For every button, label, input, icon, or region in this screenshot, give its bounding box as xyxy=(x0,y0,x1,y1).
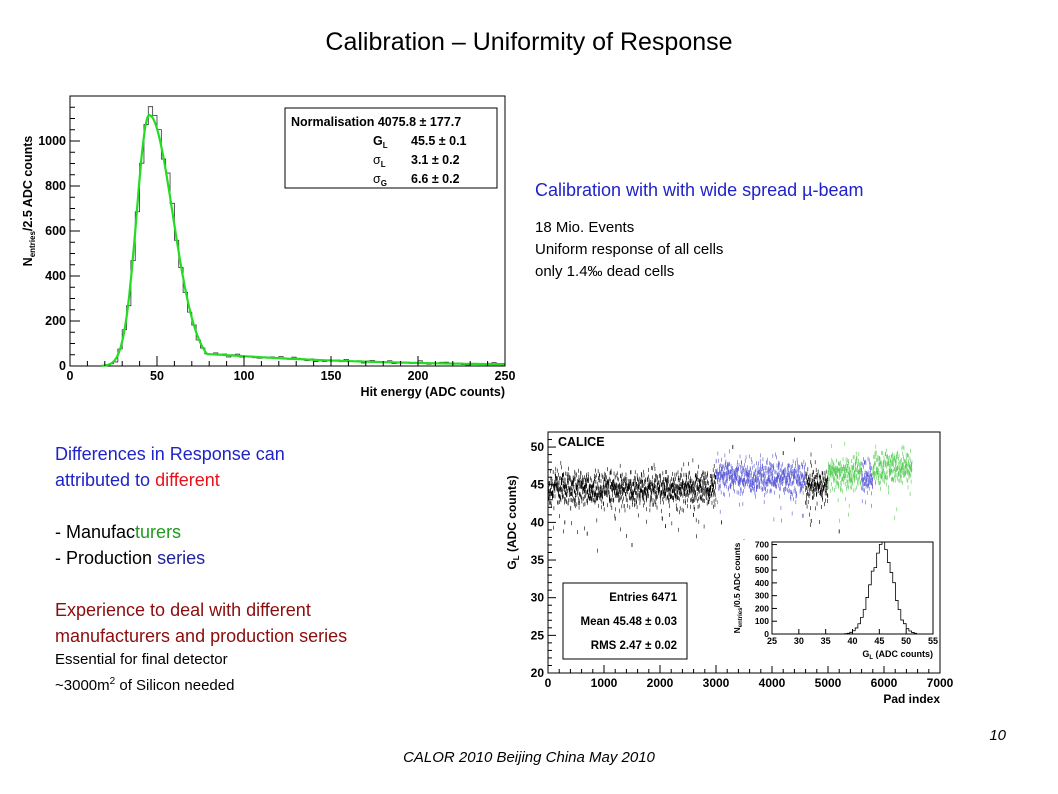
x-axis-label: Pad index xyxy=(883,692,940,706)
stats-value: 6.6 ± 0.2 xyxy=(411,172,460,186)
stats-value: 3.1 ± 0.2 xyxy=(411,153,460,167)
inset-y-tick-label: 700 xyxy=(755,540,769,550)
inset-x-tick-label: 45 xyxy=(874,636,884,646)
experience-line-1: Experience to deal with different xyxy=(55,600,311,620)
stats-row: Entries 6471 xyxy=(609,592,677,604)
inset-y-label: Nentries/0.5 ADC counts xyxy=(732,542,744,633)
inset-frame xyxy=(771,541,934,635)
y-tick-label: 800 xyxy=(45,179,66,193)
x-tick-label: 250 xyxy=(495,369,515,383)
page-number: 10 xyxy=(989,727,1006,744)
x-tick-label: 150 xyxy=(321,369,342,383)
y-axis-label: GL (ADC counts) xyxy=(505,475,521,569)
x-tick-label: 50 xyxy=(150,369,164,383)
uniform-line: Uniform response of all cells xyxy=(535,241,724,258)
inset-y-tick-label: 0 xyxy=(764,629,769,639)
calice-label: CALICE xyxy=(558,435,605,449)
y-tick-label: 20 xyxy=(531,666,545,680)
manufacturers-text-b: turers xyxy=(135,522,182,542)
x-tick-label: 0 xyxy=(67,369,74,383)
x-tick-label: 1000 xyxy=(591,676,618,690)
stats-box xyxy=(562,582,688,660)
stats-label: σG xyxy=(373,172,387,188)
points-black xyxy=(547,458,717,553)
x-tick-label: 3000 xyxy=(703,676,730,690)
y-tick-label: 200 xyxy=(45,314,66,328)
y-tick-label: 40 xyxy=(531,515,545,529)
x-tick-label: 7000 xyxy=(927,676,954,690)
y-tick-label: 25 xyxy=(531,628,545,642)
series-item: - Production series xyxy=(55,545,485,571)
inset-x-tick-label: 25 xyxy=(767,636,777,646)
points-green xyxy=(872,444,913,520)
stats-row: RMS 2.47 ± 0.02 xyxy=(591,640,677,652)
y-tick-label: 0 xyxy=(59,359,66,373)
inset-y-tick-label: 500 xyxy=(755,565,769,575)
silicon-text-b: of Silicon needed xyxy=(115,677,235,694)
stats-row: Normalisation 4075.8 ± 177.7 xyxy=(291,115,461,129)
inset-x-tick-label: 40 xyxy=(847,636,857,646)
silicon-text-a: ~3000m xyxy=(55,677,110,694)
events-line: 18 Mio. Events xyxy=(535,219,635,236)
energy-histogram-chart: 0 50 100 150 200 250 0 200 400 600 800 1000 Normali… xyxy=(21,95,515,399)
x-tick-label: 4000 xyxy=(759,676,786,690)
stats-label: GL xyxy=(373,134,388,150)
series-text-b: series xyxy=(157,548,206,568)
stats-label: σL xyxy=(373,153,386,169)
dead-cells-line: only 1.4‰ dead cells xyxy=(535,263,675,280)
attributed-line: attributed to different xyxy=(55,467,485,493)
points-black xyxy=(805,452,829,527)
points-green xyxy=(827,441,862,523)
inset-y-tick-label: 200 xyxy=(755,603,769,613)
x-tick-label: 100 xyxy=(234,369,255,383)
inset-y-tick-label: 300 xyxy=(755,591,769,601)
attributed-text: attributed to xyxy=(55,470,156,490)
right-description: Calibration with with wide spread µ-beam… xyxy=(535,180,1015,283)
inset-x-tick-label: 55 xyxy=(928,636,938,646)
pad-response-chart: 0 1000 2000 3000 4000 5000 6000 700020253035404… xyxy=(505,431,954,706)
stats-value: 45.5 ± 0.1 xyxy=(411,134,467,148)
y-tick-label: 45 xyxy=(531,478,545,492)
slide-title: Calibration – Uniformity of Response xyxy=(325,28,733,56)
beam-heading: Calibration with with wide spread µ-beam xyxy=(535,180,864,200)
inset-y-tick-label: 600 xyxy=(755,552,769,562)
points-blue xyxy=(715,449,806,523)
points-blue xyxy=(861,456,873,508)
x-axis-label: Hit energy (ADC counts) xyxy=(361,385,505,399)
different-text: different xyxy=(155,470,220,490)
y-axis-label: Nentries/2.5 ADC counts xyxy=(21,136,37,267)
manufacturers-item: - Manufacturers xyxy=(55,519,485,545)
outlier-points xyxy=(564,437,840,547)
inset-y-tick-label: 100 xyxy=(755,616,769,626)
y-tick-label: 30 xyxy=(531,591,545,605)
x-tick-label: 6000 xyxy=(871,676,898,690)
left-description: Differences in Response can attributed t… xyxy=(55,441,485,697)
y-tick-label: 600 xyxy=(45,224,66,238)
experience-line-2: manufacturers and production series xyxy=(55,626,348,646)
stats-box xyxy=(284,107,498,189)
series-text-a: - Production xyxy=(55,548,158,568)
fit-curve xyxy=(101,113,505,367)
manufacturers-text-a: - Manufac xyxy=(55,522,136,542)
silicon-sup: 2 xyxy=(109,676,116,687)
footer: CALOR 2010 Beijing China May 2010 xyxy=(403,749,655,766)
y-tick-label: 35 xyxy=(531,553,545,567)
differences-line: Differences in Response can xyxy=(55,444,285,464)
y-tick-label: 1000 xyxy=(38,134,66,148)
x-tick-label: 200 xyxy=(408,369,429,383)
y-tick-label: 50 xyxy=(531,440,545,454)
inset-y-tick-label: 400 xyxy=(755,578,769,588)
y-tick-label: 400 xyxy=(45,269,66,283)
inset-x-tick-label: 35 xyxy=(821,636,831,646)
stats-row: Mean 45.48 ± 0.03 xyxy=(581,616,677,628)
essential-line: Essential for final detector xyxy=(55,651,228,668)
inset-x-label: GL (ADC counts) xyxy=(862,649,933,661)
x-tick-label: 2000 xyxy=(647,676,674,690)
inset-x-tick-label: 30 xyxy=(794,636,804,646)
x-tick-label: 0 xyxy=(545,676,552,690)
inset-histogram xyxy=(841,541,917,635)
x-tick-label: 5000 xyxy=(815,676,842,690)
inset-x-tick-label: 50 xyxy=(901,636,911,646)
silicon-line: ~3000m2 of Silicon needed xyxy=(55,671,485,697)
